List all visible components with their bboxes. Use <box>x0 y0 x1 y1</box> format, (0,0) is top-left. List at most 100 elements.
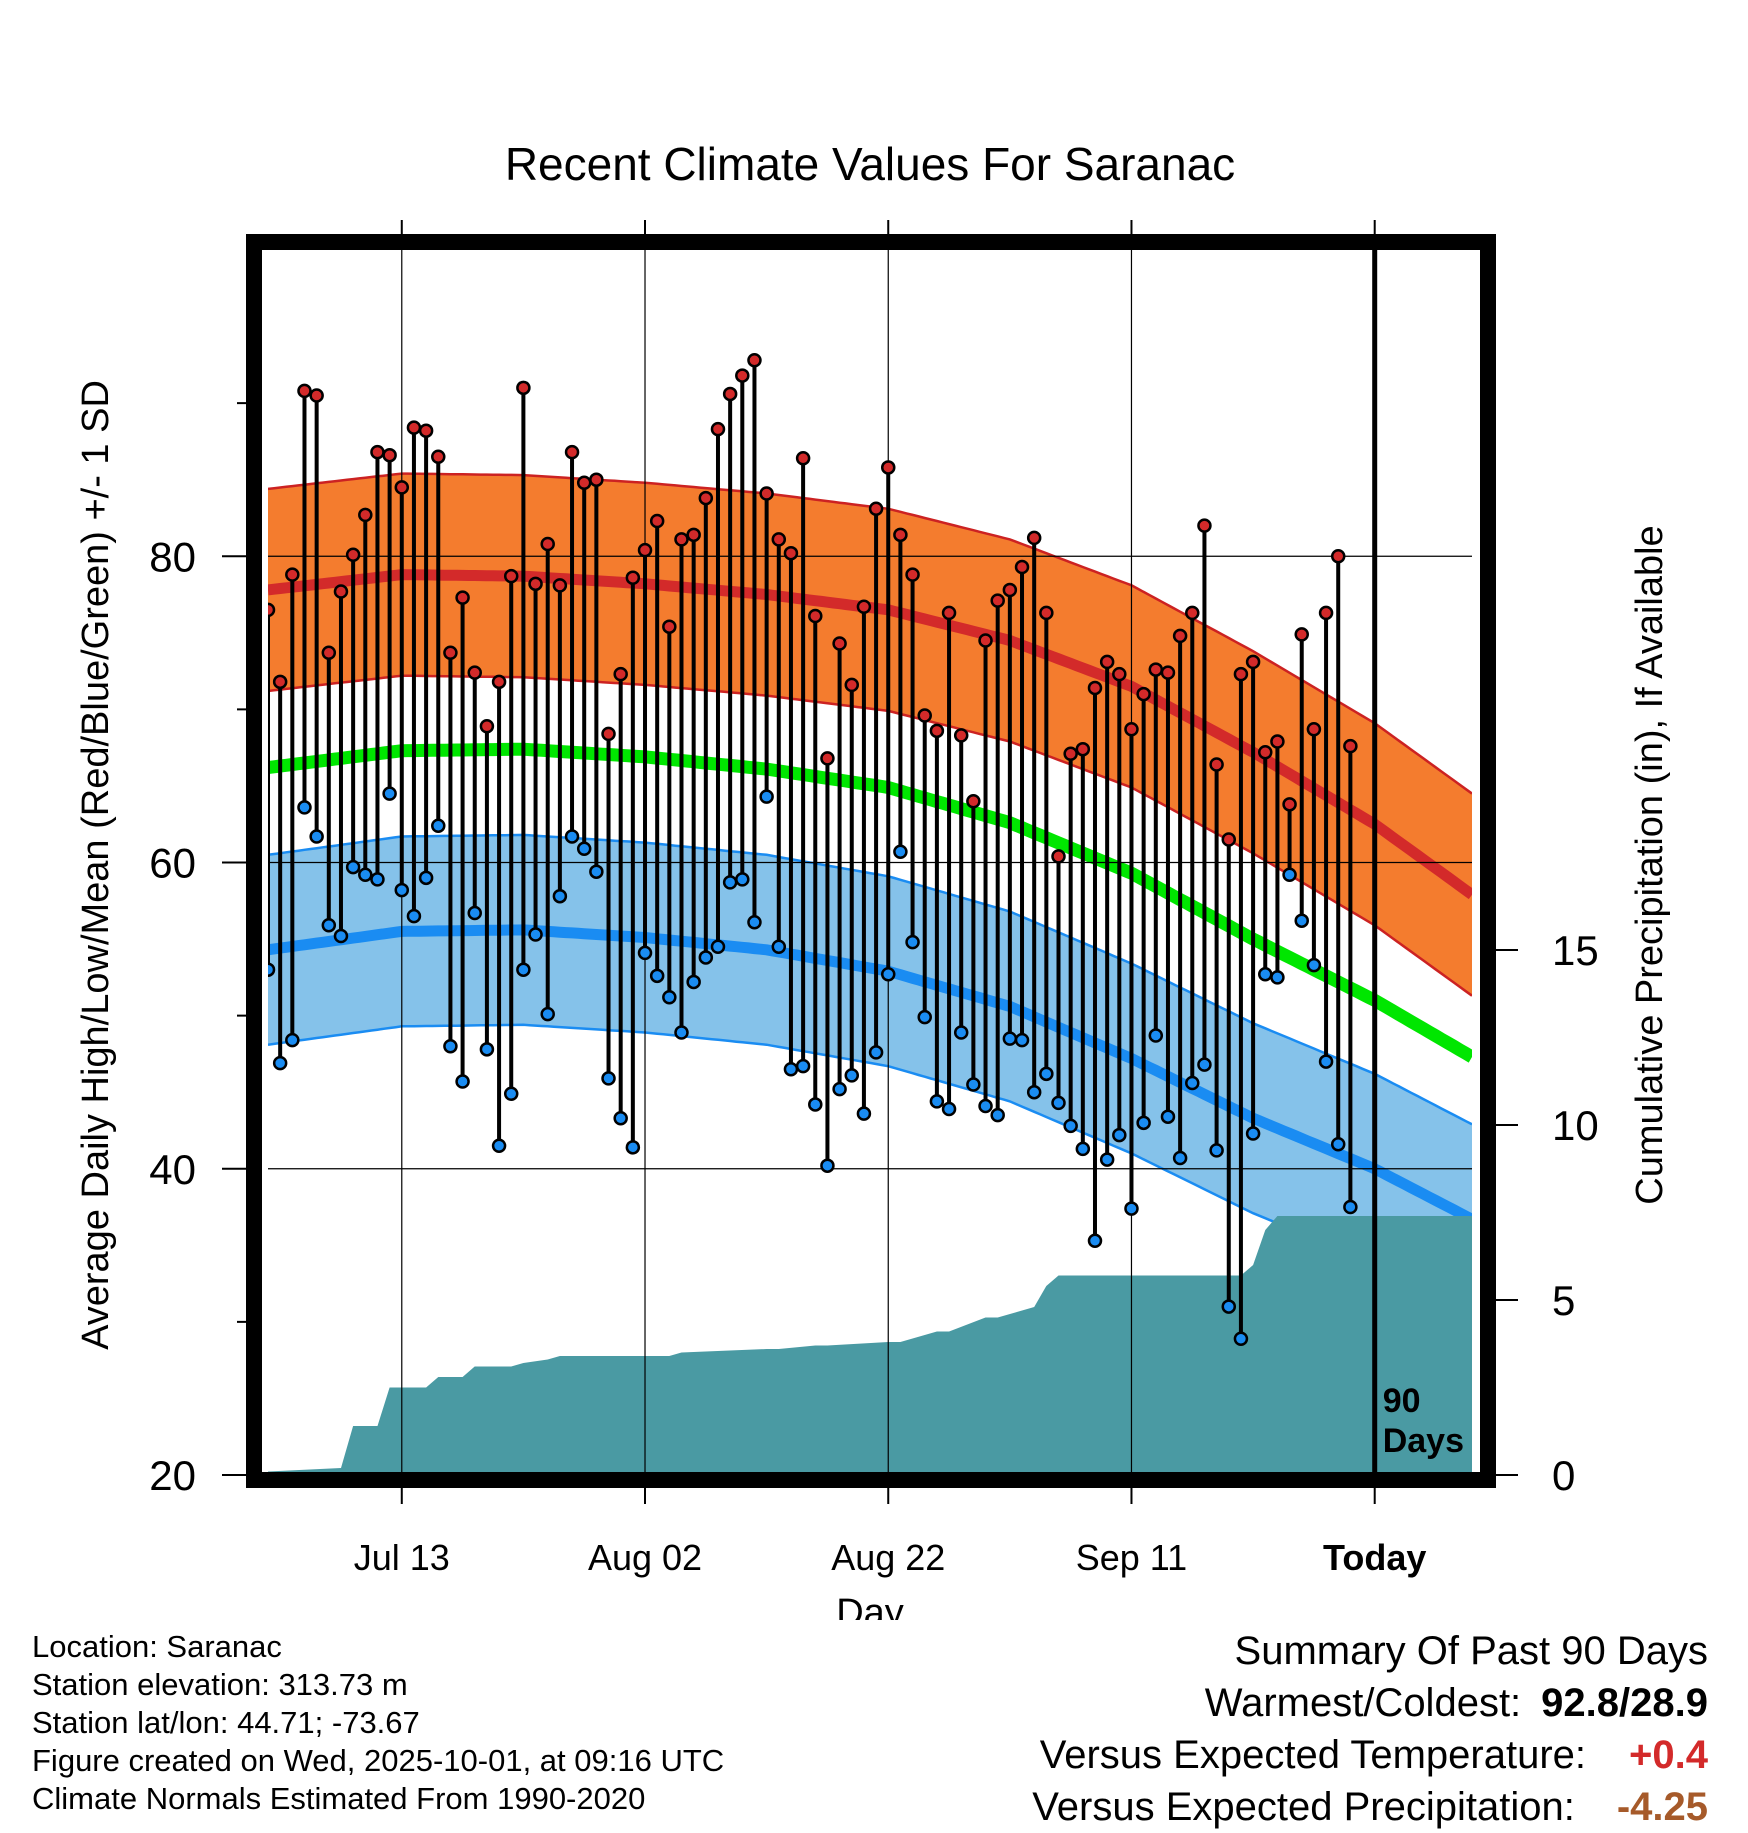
observed-high-point <box>1258 745 1273 760</box>
observed-low-point <box>503 1086 519 1101</box>
observed-low-point <box>941 1101 957 1117</box>
plot-frame <box>246 234 1496 1488</box>
observed-low-point <box>431 818 446 833</box>
observed-low-point <box>589 864 604 879</box>
observed-low-point <box>455 1074 470 1089</box>
observed-low-point <box>637 945 653 961</box>
observed-high-point <box>637 542 653 558</box>
observed-high-point <box>844 677 860 693</box>
normal-low-sd-band <box>268 834 1472 1315</box>
observed-high-point <box>443 645 458 660</box>
observed-high-point <box>297 383 312 399</box>
observed-low-point <box>268 962 276 977</box>
y2-tick-label: 10 <box>1552 1102 1599 1149</box>
x-tick-label: Aug 22 <box>831 1537 945 1578</box>
observed-high-point <box>1087 680 1103 696</box>
x-axis-label: Day <box>836 1592 904 1620</box>
observed-high-point <box>674 532 689 547</box>
observed-high-point <box>698 490 714 506</box>
observed-high-point <box>540 536 555 552</box>
observed-high-point <box>966 794 981 809</box>
observed-high-point <box>747 353 762 368</box>
observed-high-point <box>771 532 787 547</box>
observed-low-point <box>832 1081 847 1097</box>
observed-high-point <box>1160 665 1176 680</box>
observed-high-point <box>1124 722 1139 737</box>
y2-tick-label: 15 <box>1552 927 1599 974</box>
created-text: Figure created on Wed, 2025-10-01, at 09… <box>32 1743 725 1778</box>
observed-low-point <box>1002 1031 1018 1046</box>
observed-low-point <box>1318 1054 1334 1069</box>
observed-low-point <box>1209 1143 1224 1158</box>
observed-low-point <box>345 859 361 875</box>
observed-low-point <box>917 1009 932 1025</box>
observed-high-point <box>625 570 641 585</box>
observed-high-point <box>820 751 835 766</box>
location-text: Location: Saranac <box>32 1629 282 1664</box>
observed-low-point <box>394 882 410 898</box>
observed-high-point <box>358 507 373 523</box>
observed-low-point <box>783 1061 799 1077</box>
observed-low-point <box>674 1025 689 1040</box>
observed-high-point <box>759 486 774 501</box>
observed-high-point <box>1136 686 1151 702</box>
observed-high-point <box>1343 738 1358 754</box>
observed-high-point <box>1233 666 1249 682</box>
plot-area <box>268 250 1472 1475</box>
observed-high-point <box>929 723 945 739</box>
observed-high-point <box>990 593 1005 608</box>
observed-low-point <box>795 1058 811 1074</box>
observed-low-point <box>443 1039 458 1054</box>
observed-high-point <box>467 665 482 680</box>
observed-high-point <box>1306 722 1322 737</box>
observed-low-point <box>1306 957 1322 973</box>
normal-low-lower-edge <box>268 1023 1472 1316</box>
observed-high-point <box>893 527 908 543</box>
observed-low-point <box>1075 1141 1091 1157</box>
observed-low-point <box>1026 1084 1042 1100</box>
observed-low-point <box>1343 1199 1358 1215</box>
observed-low-point <box>662 990 677 1005</box>
warmest-coldest-value: 92.8/28.9 <box>1541 1681 1708 1725</box>
observed-high-point <box>1099 654 1115 670</box>
observed-high-point <box>564 444 580 460</box>
observed-high-point <box>516 380 531 396</box>
observed-low-point <box>1160 1109 1176 1124</box>
observed-high-point <box>868 501 884 517</box>
y2-tick-label: 5 <box>1552 1277 1575 1324</box>
observed-low-point <box>990 1107 1005 1123</box>
observed-high-point <box>503 568 519 584</box>
observed-high-point <box>589 472 604 487</box>
observed-low-point <box>625 1140 641 1155</box>
x-tick-label: Jul 13 <box>354 1537 450 1578</box>
observed-low-point <box>272 1055 288 1071</box>
expected-temperature-value: +0.4 <box>1629 1733 1708 1777</box>
expected-precipitation-row: Versus Expected Precipitation: -4.25 <box>1032 1781 1708 1833</box>
observed-high-point <box>345 547 361 562</box>
observed-high-point <box>783 545 799 561</box>
observed-high-point <box>333 584 349 599</box>
observed-low-point <box>1330 1137 1346 1152</box>
observed-high-point <box>856 599 872 615</box>
x-tick-label: Aug 02 <box>588 1537 702 1578</box>
observed-high-point <box>735 368 750 383</box>
observed-high-point <box>1185 605 1200 621</box>
observed-high-point <box>953 728 969 743</box>
observed-high-point <box>941 605 957 621</box>
warmest-coldest-row: Warmest/Coldest: 92.8/28.9 <box>1032 1677 1708 1729</box>
x-tick-label: Today <box>1323 1537 1426 1578</box>
observed-low-point <box>540 1006 555 1022</box>
y-axis-label: Average Daily High/Low/Mean (Red/Blue/Gr… <box>75 380 117 1350</box>
observed-low-point <box>978 1098 993 1114</box>
observed-low-point <box>321 918 337 933</box>
observed-low-point <box>722 875 738 890</box>
observed-high-point <box>1014 559 1030 575</box>
observed-high-point <box>832 636 847 651</box>
y2-axis-label: Cumulative Precipitation (in), If Availa… <box>1629 525 1671 1204</box>
observed-high-point <box>686 527 701 543</box>
observed-low-point <box>1282 867 1297 882</box>
observed-low-point <box>893 844 908 860</box>
observed-high-point <box>576 475 592 490</box>
y-tick-label: 20 <box>149 1452 196 1499</box>
observed-low-point <box>1294 913 1309 928</box>
